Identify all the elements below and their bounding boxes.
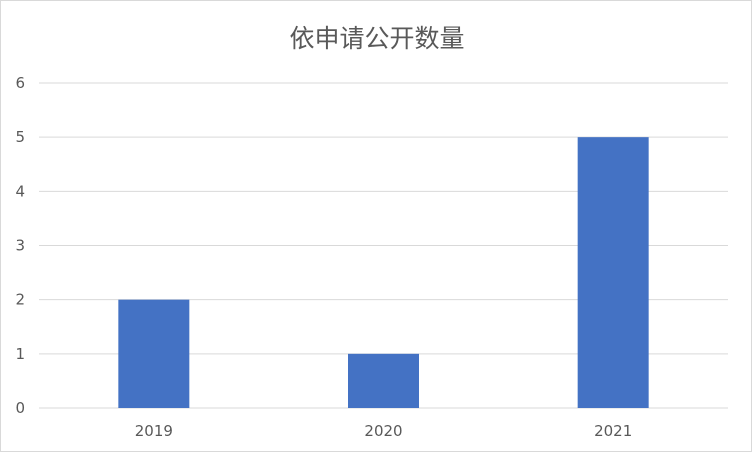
bar-2021 [577, 137, 649, 408]
y-tick-label: 2 [15, 291, 25, 309]
chart-title: 依申请公开数量 [289, 24, 465, 53]
y-tick-label: 5 [15, 128, 25, 146]
y-tick-label: 3 [15, 237, 25, 255]
y-tick-label: 0 [15, 399, 25, 417]
y-tick-label: 1 [15, 345, 25, 363]
y-tick-label: 4 [15, 182, 25, 200]
x-tick-label: 2021 [594, 422, 632, 440]
y-tick-label: 6 [15, 74, 25, 92]
x-tick-label: 2020 [364, 422, 402, 440]
bar-2020 [348, 353, 419, 408]
x-tick-label: 2019 [135, 422, 173, 440]
bar-2019 [118, 299, 190, 408]
